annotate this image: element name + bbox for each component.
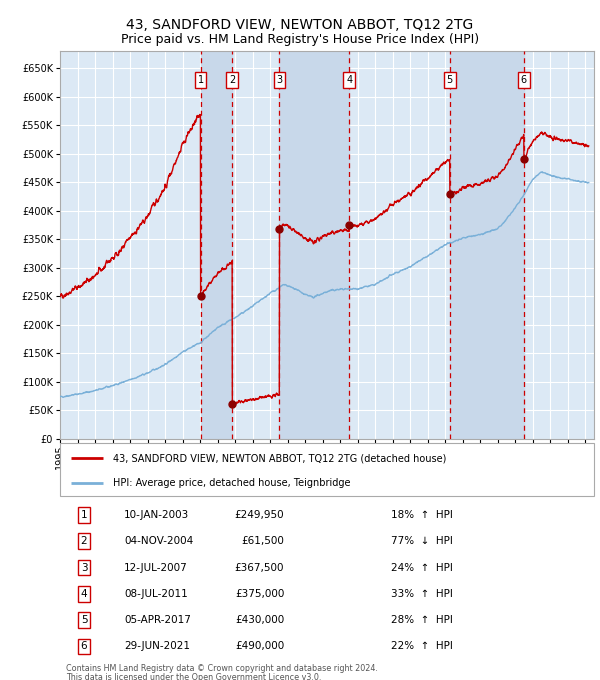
Text: 05-APR-2017: 05-APR-2017 [124,615,191,625]
Text: 43, SANDFORD VIEW, NEWTON ABBOT, TQ12 2TG: 43, SANDFORD VIEW, NEWTON ABBOT, TQ12 2T… [127,18,473,33]
Text: 22%  ↑  HPI: 22% ↑ HPI [391,641,453,651]
Text: 6: 6 [521,75,527,85]
Text: 43, SANDFORD VIEW, NEWTON ABBOT, TQ12 2TG (detached house): 43, SANDFORD VIEW, NEWTON ABBOT, TQ12 2T… [113,453,447,463]
Text: £430,000: £430,000 [235,615,284,625]
Text: 77%  ↓  HPI: 77% ↓ HPI [391,537,453,546]
Text: £490,000: £490,000 [235,641,284,651]
Text: 2: 2 [81,537,88,546]
Text: £375,000: £375,000 [235,589,284,599]
Text: 08-JUL-2011: 08-JUL-2011 [124,589,188,599]
Text: 3: 3 [277,75,283,85]
Text: 04-NOV-2004: 04-NOV-2004 [124,537,193,546]
Text: Price paid vs. HM Land Registry's House Price Index (HPI): Price paid vs. HM Land Registry's House … [121,33,479,46]
Text: 28%  ↑  HPI: 28% ↑ HPI [391,615,453,625]
Text: 5: 5 [446,75,453,85]
Bar [450,51,524,439]
Text: 4: 4 [346,75,352,85]
Text: 5: 5 [81,615,88,625]
Text: £61,500: £61,500 [241,537,284,546]
Text: Contains HM Land Registry data © Crown copyright and database right 2024.: Contains HM Land Registry data © Crown c… [66,664,378,673]
Text: 33%  ↑  HPI: 33% ↑ HPI [391,589,453,599]
Text: £367,500: £367,500 [235,562,284,573]
Bar [200,51,232,439]
Text: 12-JUL-2007: 12-JUL-2007 [124,562,188,573]
Text: 29-JUN-2021: 29-JUN-2021 [124,641,190,651]
Text: 6: 6 [81,641,88,651]
Text: 4: 4 [81,589,88,599]
FancyBboxPatch shape [60,443,594,496]
Text: 2: 2 [229,75,235,85]
Bar [280,51,349,439]
Text: 10-JAN-2003: 10-JAN-2003 [124,510,190,520]
Text: 3: 3 [81,562,88,573]
Text: 1: 1 [81,510,88,520]
Text: 18%  ↑  HPI: 18% ↑ HPI [391,510,453,520]
Text: £249,950: £249,950 [235,510,284,520]
Text: This data is licensed under the Open Government Licence v3.0.: This data is licensed under the Open Gov… [66,673,322,680]
Text: HPI: Average price, detached house, Teignbridge: HPI: Average price, detached house, Teig… [113,478,351,488]
Text: 24%  ↑  HPI: 24% ↑ HPI [391,562,453,573]
Text: 1: 1 [197,75,203,85]
